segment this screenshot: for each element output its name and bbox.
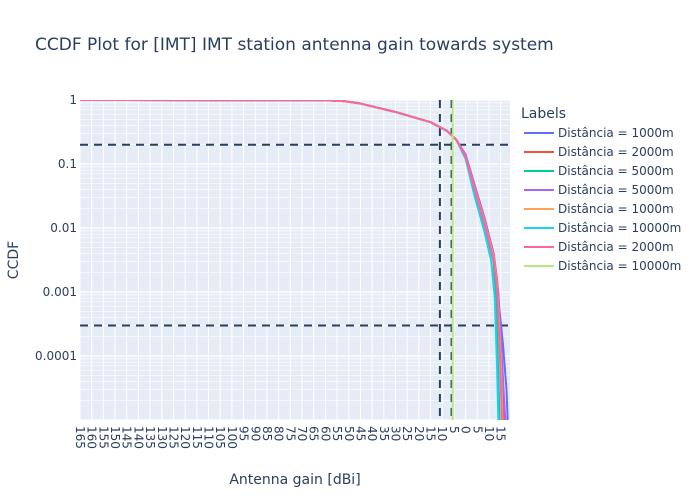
x-tick-label: 45 [353,426,367,441]
x-tick-label: 55 [330,426,344,441]
legend-label: Distância = 10000m [558,259,681,273]
x-tick-label: 80 [272,426,286,441]
x-tick-label: 70 [295,426,309,441]
legend-item[interactable]: Distância = 2000m [524,145,674,159]
y-tick-label: 0.1 [58,157,77,171]
legend-label: Distância = 2000m [558,145,674,159]
x-tick-label: 155 [96,426,110,449]
x-tick-label: 95 [237,426,251,441]
x-tick-label: 5 [447,426,461,434]
plot-area [80,100,510,420]
x-tick-label: 105 [213,426,227,449]
x-tick-label: 5 [470,426,484,434]
x-tick-label: 110 [202,426,216,449]
x-tick-label: 135 [143,426,157,449]
x-tick-label: 10 [435,426,449,441]
x-tick-label: 10 [482,426,496,441]
x-tick-label: 0 [459,426,473,434]
x-tick-label: 115 [190,426,204,449]
x-axis-title: Antenna gain [dBi] [229,472,360,488]
y-tick-label: 0.0001 [35,349,77,363]
x-tick-label: 90 [248,426,262,441]
x-tick-label: 15 [424,426,438,441]
x-tick-label: 35 [377,426,391,441]
x-tick-label: 75 [283,426,297,441]
x-tick-label: 40 [365,426,379,441]
y-axis-title: CCDF [6,241,22,279]
x-tick-label: 125 [166,426,180,449]
chart-title: CCDF Plot for [IMT] IMT station antenna … [35,35,554,55]
x-tick-label: 20 [412,426,426,441]
y-tick-label: 1 [69,93,77,107]
x-tick-label: 50 [342,426,356,441]
x-tick-label: 100 [225,426,239,449]
x-tick-label: 120 [178,426,192,449]
legend-item[interactable]: Distância = 1000m [524,126,674,140]
x-tick-label: 15 [494,426,508,441]
legend-item[interactable]: Distância = 10000m [524,221,681,235]
x-tick-label: 30 [388,426,402,441]
x-tick-label: 25 [400,426,414,441]
x-tick-label: 160 [85,426,99,449]
legend-label: Distância = 10000m [558,221,681,235]
series-line-7 [80,100,503,420]
legend-label: Distância = 5000m [558,164,674,178]
x-tick-label: 85 [260,426,274,441]
legend-item[interactable]: Distância = 5000m [524,164,674,178]
legend-label: Distância = 5000m [558,183,674,197]
y-tick-label: 0.001 [43,285,77,299]
legend-label: Distância = 1000m [558,202,674,216]
legend-item[interactable]: Distância = 5000m [524,183,674,197]
legend: Labels Distância = 1000m Distância = 2000… [521,106,681,273]
legend-item[interactable]: Distância = 2000m [524,240,674,254]
legend-item[interactable]: Distância = 10000m [524,259,681,273]
x-tick-label: 140 [131,426,145,449]
x-tick-label: 60 [318,426,332,441]
legend-label: Distância = 1000m [558,126,674,140]
x-tick-label: 165 [73,426,87,449]
y-tick-label: 0.01 [50,221,77,235]
legend-item[interactable]: Distância = 1000m [524,202,674,216]
x-tick-label: 150 [108,426,122,449]
x-tick-label: 145 [120,426,134,449]
legend-title: Labels [521,106,566,122]
legend-label: Distância = 2000m [558,240,674,254]
x-tick-label: 65 [307,426,321,441]
x-tick-label: 130 [155,426,169,449]
